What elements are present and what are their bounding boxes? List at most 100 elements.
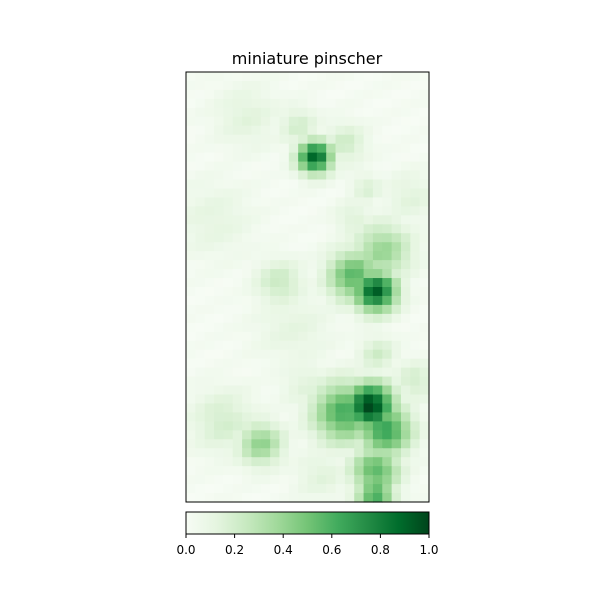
heatmap-cell xyxy=(195,251,206,261)
heatmap-cell xyxy=(344,161,355,172)
heatmap-cell xyxy=(270,376,281,387)
heatmap-cell xyxy=(298,475,309,485)
heatmap-cell xyxy=(260,206,271,216)
heatmap-cell xyxy=(204,206,215,216)
heatmap-cell xyxy=(214,430,224,440)
heatmap-cell xyxy=(307,349,318,360)
heatmap-cell xyxy=(232,251,243,261)
heatmap-cell xyxy=(279,430,290,440)
heatmap-cell xyxy=(354,269,365,279)
heatmap-cell xyxy=(186,421,196,431)
heatmap-cell xyxy=(335,134,346,145)
heatmap-cell xyxy=(204,134,215,145)
heatmap-cell xyxy=(260,161,271,172)
heatmap-cell xyxy=(251,466,262,476)
heatmap-cell xyxy=(270,233,281,243)
heatmap-cell xyxy=(419,367,430,378)
heatmap-cell xyxy=(214,358,224,369)
heatmap-cell xyxy=(242,98,253,109)
heatmap-cell xyxy=(382,134,393,145)
heatmap-cell xyxy=(419,161,430,172)
heatmap-cell xyxy=(382,152,393,163)
heatmap-cell xyxy=(316,385,327,396)
heatmap-cell xyxy=(260,430,271,440)
heatmap-cell xyxy=(298,224,309,234)
heatmap-cell xyxy=(270,134,281,145)
heatmap-cell xyxy=(223,457,234,467)
heatmap-cell xyxy=(251,412,262,422)
heatmap-cell xyxy=(391,233,402,243)
heatmap-cell xyxy=(326,125,337,136)
heatmap-cell xyxy=(279,206,290,216)
heatmap-cell xyxy=(232,376,243,387)
heatmap-cell xyxy=(344,295,355,306)
heatmap-cell xyxy=(204,251,215,261)
heatmap-cell xyxy=(354,116,365,127)
heatmap-cell xyxy=(335,394,346,405)
heatmap-cell xyxy=(307,457,318,467)
heatmap-cell xyxy=(232,107,243,118)
heatmap-cell xyxy=(223,278,234,288)
heatmap-cell xyxy=(260,125,271,136)
heatmap-cell xyxy=(204,349,215,360)
heatmap-cell xyxy=(382,107,393,118)
heatmap-cell xyxy=(242,331,253,342)
heatmap-cell xyxy=(195,430,206,440)
heatmap-cell xyxy=(326,72,337,82)
heatmap-cell xyxy=(419,170,430,181)
heatmap-cell xyxy=(335,224,346,234)
heatmap-cell xyxy=(288,367,299,378)
heatmap-cell xyxy=(344,412,355,422)
heatmap-cell xyxy=(232,412,243,422)
heatmap-cell xyxy=(204,394,215,405)
heatmap-cell xyxy=(270,107,281,118)
heatmap-cell xyxy=(279,331,290,342)
heatmap-cell xyxy=(410,152,421,163)
heatmap-cell xyxy=(400,89,411,100)
heatmap-cell xyxy=(270,260,281,270)
heatmap-cell xyxy=(195,475,206,485)
heatmap-cell xyxy=(288,98,299,109)
heatmap-cell xyxy=(316,304,327,315)
heatmap-cell xyxy=(186,188,196,199)
heatmap-cell xyxy=(372,466,383,476)
heatmap-cell xyxy=(382,98,393,109)
heatmap-cell xyxy=(223,493,234,503)
heatmap-cell xyxy=(419,251,430,261)
heatmap-cell xyxy=(298,421,309,431)
heatmap-cell xyxy=(223,80,234,91)
heatmap-cell xyxy=(251,161,262,172)
heatmap-cell xyxy=(279,80,290,91)
heatmap-cell xyxy=(419,448,430,458)
heatmap-cell xyxy=(260,143,271,154)
heatmap-cell xyxy=(391,484,402,494)
heatmap-cell xyxy=(344,260,355,270)
heatmap-cell xyxy=(186,322,196,333)
heatmap-cell xyxy=(242,313,253,324)
heatmap-cell xyxy=(288,331,299,342)
heatmap-cell xyxy=(335,89,346,100)
heatmap-cell xyxy=(195,385,206,396)
heatmap-cell xyxy=(326,367,337,378)
heatmap-cell xyxy=(410,287,421,297)
heatmap-cell xyxy=(223,439,234,449)
heatmap-cell xyxy=(204,313,215,324)
heatmap-cell xyxy=(354,224,365,234)
heatmap-cell xyxy=(270,206,281,216)
heatmap-cell xyxy=(260,421,271,431)
heatmap-cell xyxy=(400,269,411,279)
heatmap-cell xyxy=(232,233,243,243)
heatmap-cell xyxy=(279,125,290,136)
heatmap-cell xyxy=(410,457,421,467)
heatmap-cell xyxy=(316,251,327,261)
heatmap-cell xyxy=(242,358,253,369)
heatmap-cell xyxy=(410,376,421,387)
heatmap-cell xyxy=(419,152,430,163)
heatmap-cell xyxy=(391,448,402,458)
heatmap-cell xyxy=(214,304,224,315)
heatmap-cell xyxy=(195,367,206,378)
heatmap-cell xyxy=(298,448,309,458)
heatmap-cell xyxy=(186,295,196,306)
heatmap-cell xyxy=(316,466,327,476)
heatmap-cell xyxy=(400,376,411,387)
